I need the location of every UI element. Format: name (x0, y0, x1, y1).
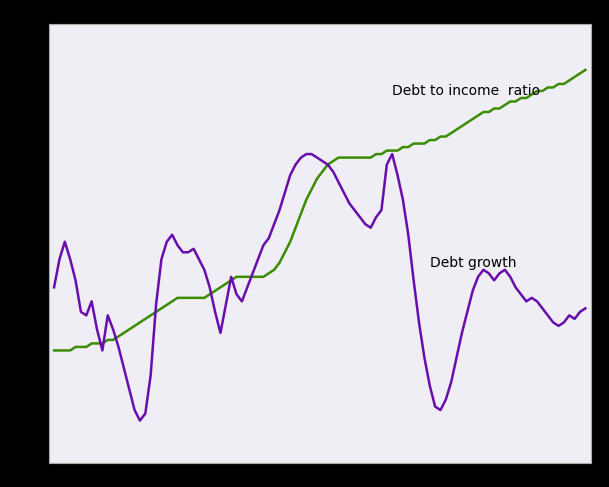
Text: Debt to income  ratio: Debt to income ratio (392, 84, 540, 98)
Text: Debt growth: Debt growth (430, 256, 516, 270)
